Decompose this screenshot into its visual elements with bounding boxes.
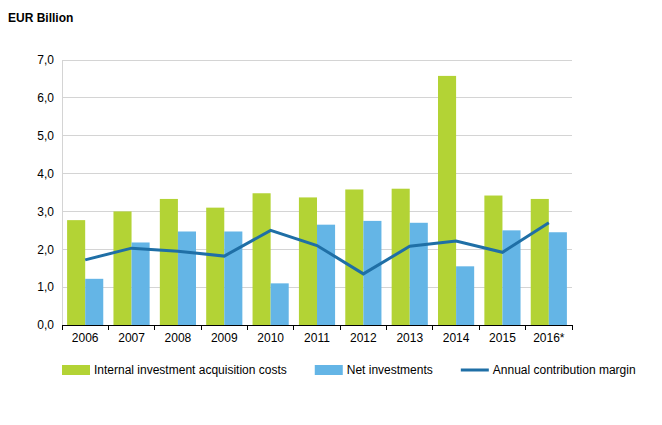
legend-item: Annual contribution margin	[461, 363, 636, 377]
x-tick-label: 2013	[396, 331, 423, 345]
bar	[85, 279, 103, 325]
y-tick-label: 1,0	[37, 280, 54, 294]
x-axis-line	[63, 325, 573, 326]
x-tick: 2016*	[533, 325, 565, 345]
legend-label: Net investments	[347, 363, 433, 377]
y-tick-label: 3,0	[37, 205, 54, 219]
bar	[531, 199, 549, 325]
category-divider	[525, 325, 526, 330]
legend-swatch	[62, 365, 90, 375]
x-tick: 2013	[396, 325, 423, 345]
x-tick: 2014	[443, 325, 470, 345]
category-divider	[340, 325, 341, 330]
bar	[317, 225, 335, 325]
x-tick: 2009	[211, 325, 238, 345]
legend-label: Annual contribution margin	[493, 363, 636, 377]
bar	[438, 76, 456, 325]
grid-line	[62, 60, 572, 61]
bar	[178, 231, 196, 325]
x-tick-label: 2016*	[533, 331, 565, 345]
x-tick: 2008	[165, 325, 192, 345]
category-divider	[479, 325, 480, 330]
x-tick: 2015	[489, 325, 516, 345]
x-axis: 2006 2007 2008 2009 2010 2011 2012 2013 2014 2015…	[62, 325, 573, 345]
x-tick-label: 2012	[350, 331, 377, 345]
y-tick: 5,0	[37, 129, 62, 143]
x-tick-label: 2009	[211, 331, 238, 345]
bar	[160, 199, 178, 325]
grid-line	[62, 173, 572, 174]
x-tick-label: 2008	[165, 331, 192, 345]
bar-series	[85, 221, 567, 325]
category-divider	[293, 325, 294, 330]
y-tick: 7,0	[37, 53, 62, 67]
grid-line	[62, 135, 572, 136]
x-tick: 2007	[118, 325, 145, 345]
legend-item: Net investments	[315, 363, 433, 377]
x-tick-label: 2014	[443, 331, 470, 345]
x-tick-label: 2015	[489, 331, 516, 345]
bar	[132, 242, 150, 325]
y-tick-label: 6,0	[37, 91, 54, 105]
category-divider	[432, 325, 433, 330]
legend-swatch	[315, 365, 343, 375]
bar	[113, 211, 131, 325]
x-tick: 2010	[257, 325, 284, 345]
bar-series	[67, 76, 549, 325]
x-tick-label: 2006	[72, 331, 99, 345]
x-tick-label: 2010	[257, 331, 284, 345]
y-tick-label: 2,0	[37, 243, 54, 257]
bar	[410, 223, 428, 325]
bar	[206, 208, 224, 325]
bar	[253, 193, 271, 325]
chart: 0,0 1,0 2,0 3,0 4,0 5,0 6,0 7,0 2006 2007 2008 2009…	[0, 0, 662, 425]
category-divider	[247, 325, 248, 330]
y-tick: 1,0	[37, 280, 62, 294]
category-divider	[201, 325, 202, 330]
bar	[299, 197, 317, 325]
y-tick: 0,0	[37, 318, 62, 332]
grid-line	[62, 97, 572, 98]
x-tick: 2006	[72, 325, 99, 345]
y-tick-label: 5,0	[37, 129, 54, 143]
bar	[271, 283, 289, 325]
category-dividers	[62, 325, 572, 330]
category-divider	[108, 325, 109, 330]
bar	[224, 231, 242, 325]
category-divider	[62, 325, 63, 330]
line	[85, 223, 549, 274]
category-divider	[572, 325, 573, 330]
bar	[484, 196, 502, 325]
y-tick-label: 0,0	[37, 318, 54, 332]
bar	[502, 230, 520, 325]
grid	[62, 60, 572, 325]
x-tick-label: 2011	[304, 331, 330, 345]
plot: 0,0 1,0 2,0 3,0 4,0 5,0 6,0 7,0 2006 2007 2008 2009…	[37, 53, 572, 344]
y-axis-line	[62, 61, 63, 326]
bar	[549, 232, 567, 325]
legend-item: Internal investment acquisition costs	[62, 363, 287, 377]
category-divider	[154, 325, 155, 330]
bar	[67, 220, 85, 325]
marks	[67, 76, 567, 325]
y-tick: 4,0	[37, 167, 62, 181]
legend-label: Internal investment acquisition costs	[94, 363, 287, 377]
x-tick: 2012	[350, 325, 377, 345]
x-tick-label: 2007	[118, 331, 145, 345]
x-tick: 2011	[304, 325, 330, 345]
bar	[345, 189, 363, 325]
y-axis: 0,0 1,0 2,0 3,0 4,0 5,0 6,0 7,0	[37, 53, 62, 332]
y-tick: 2,0	[37, 243, 62, 257]
y-tick-label: 4,0	[37, 167, 54, 181]
y-tick: 3,0	[37, 205, 62, 219]
bar	[456, 266, 474, 325]
y-tick: 6,0	[37, 91, 62, 105]
y-tick-label: 7,0	[37, 53, 54, 67]
category-divider	[386, 325, 387, 330]
legend-swatch	[461, 369, 489, 372]
legend: Internal investment acquisition costs Net…	[62, 363, 636, 377]
y-axis-title: EUR Billion	[8, 11, 73, 25]
